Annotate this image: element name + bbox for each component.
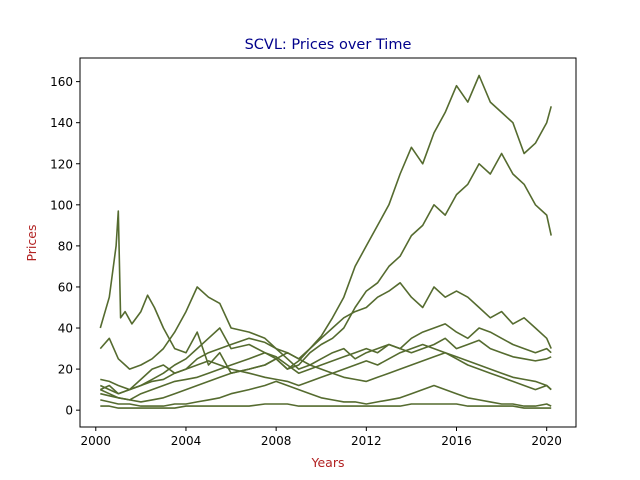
- y-tick-label: 120: [50, 157, 73, 171]
- y-tick-label: 40: [58, 322, 73, 336]
- x-tick-label: 2020: [531, 434, 562, 448]
- series-layer: [99, 74, 552, 409]
- y-tick-label: 80: [58, 239, 73, 253]
- series-line-3: [99, 281, 552, 370]
- y-tick-label: 160: [50, 75, 73, 89]
- y-tick-label: 0: [65, 404, 73, 418]
- x-axis: 2000 2004 2008 2012 2016 2020: [81, 427, 562, 448]
- y-tick-label: 20: [58, 363, 73, 377]
- y-tick-label: 100: [50, 198, 73, 212]
- y-tick-label: 140: [50, 116, 73, 130]
- y-tick-label: 60: [58, 280, 73, 294]
- x-tick-label: 2008: [261, 434, 292, 448]
- y-axis-label: Prices: [24, 224, 39, 261]
- chart-title: SCVL: Prices over Time: [245, 37, 412, 53]
- x-tick-label: 2004: [171, 434, 202, 448]
- y-axis: 0 20 40 60 80 100 120 140 160: [50, 75, 80, 418]
- plot-area: [79, 57, 577, 428]
- x-tick-label: 2000: [81, 434, 112, 448]
- series-line-5: [100, 337, 552, 401]
- series-line-9: [100, 343, 552, 391]
- series-line-4: [99, 323, 552, 395]
- axes-frame: [79, 57, 577, 428]
- series-line-7: [100, 380, 552, 407]
- series-line-2: [99, 152, 552, 395]
- x-tick-label: 2016: [441, 434, 472, 448]
- x-tick-label: 2012: [351, 434, 382, 448]
- x-axis-label: Years: [311, 455, 345, 470]
- series-line-8: [100, 403, 552, 409]
